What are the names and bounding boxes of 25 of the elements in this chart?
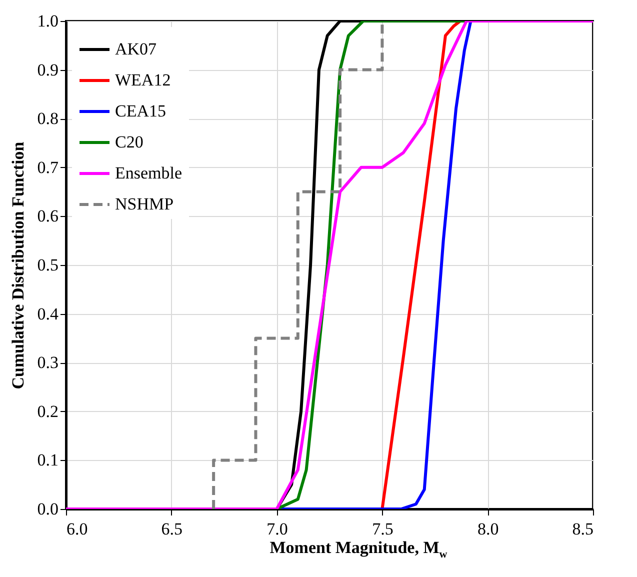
- y-tick-label: 0.9: [37, 60, 58, 80]
- legend-label: CEA15: [115, 102, 166, 120]
- y-tick-label: 0.0: [37, 500, 58, 518]
- x-axis-title: Moment Magnitude, M$_{w}$: [268, 538, 448, 560]
- x-tick-label: 7.0: [266, 520, 288, 538]
- y-tick-label: 0.3: [37, 353, 58, 372]
- x-tick-label: 7.5: [372, 520, 394, 538]
- legend-label: WEA12: [115, 70, 171, 90]
- y-tick-label: 0.5: [37, 256, 58, 274]
- x-tick-label: 6.5: [161, 520, 183, 538]
- legend-label: AK07: [115, 40, 158, 58]
- x-tick-label: 8.5: [572, 520, 594, 538]
- y-tick-label: 0.4: [37, 304, 59, 324]
- y-tick-label: 0.1: [37, 450, 58, 470]
- y-tick-label: 0.2: [37, 402, 58, 421]
- legend-label: C20: [115, 132, 144, 152]
- y-tick-label: 1.0: [37, 12, 58, 30]
- legend-label: Ensemble: [115, 164, 182, 182]
- y-tick-label: 0.6: [37, 206, 58, 226]
- y-tick-label: 0.8: [37, 109, 58, 128]
- y-tick-label: 0.7: [37, 158, 59, 177]
- x-tick-label: 8.0: [477, 520, 499, 538]
- x-tick-label: 6.0: [66, 520, 88, 538]
- legend-label: NSHMP: [115, 194, 174, 214]
- y-axis-title: Cumulative Distribution Function: [8, 141, 28, 390]
